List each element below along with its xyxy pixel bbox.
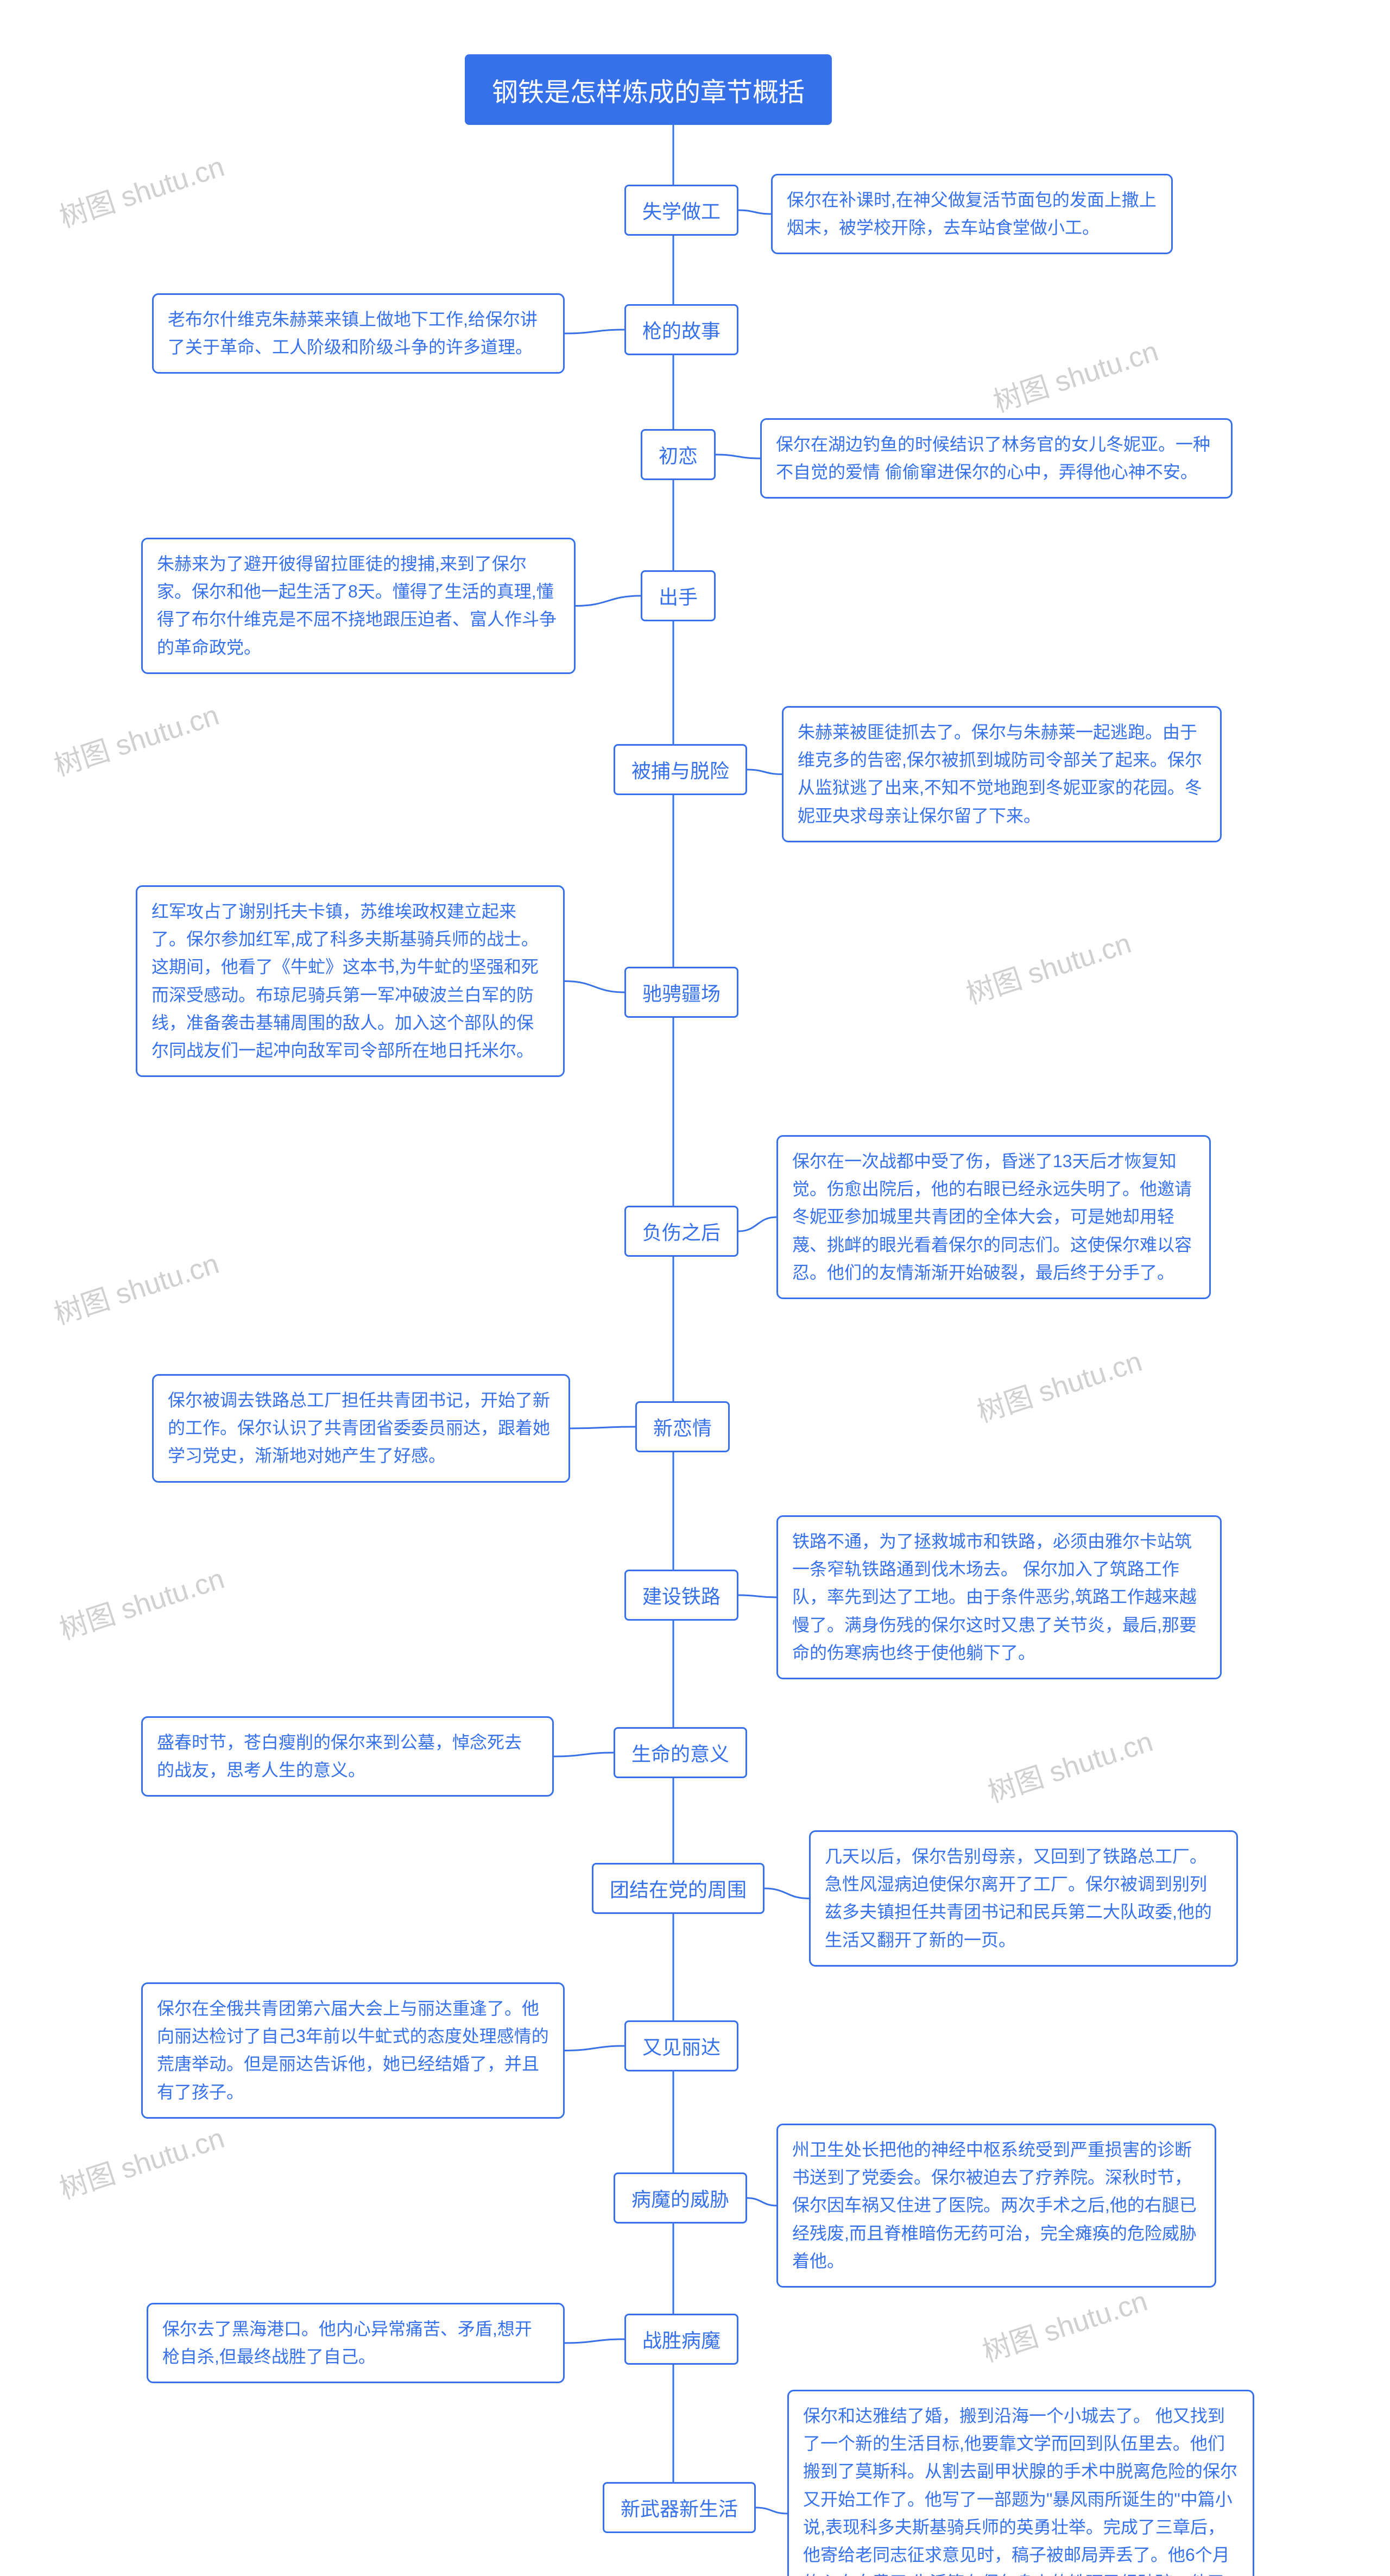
chapter-detail: 朱赫莱被匪徒抓去了。保尔与朱赫莱一起逃跑。由于维克多的告密,保尔被抓到城防司令部… — [782, 706, 1222, 842]
watermark: 树图 shutu.cn — [960, 920, 1135, 1012]
chapter-detail: 保尔在一次战都中受了伤，昏迷了13天后才恢复知觉。伤愈出院后，他的右眼已经永远失… — [776, 1135, 1211, 1299]
chapter-label: 团结在党的周围 — [592, 1863, 764, 1914]
watermark: 树图 shutu.cn — [971, 1338, 1146, 1430]
chapter-label: 又见丽达 — [624, 2020, 738, 2071]
chapter-label: 新恋情 — [635, 1401, 730, 1452]
diagram-title: 钢铁是怎样炼成的章节概括 — [465, 54, 832, 125]
chapter-label: 枪的故事 — [624, 304, 738, 355]
watermark: 树图 shutu.cn — [53, 1555, 229, 1647]
chapter-detail: 保尔在全俄共青团第六届大会上与丽达重逢了。他向丽达检讨了自己3年前以牛虻式的态度… — [141, 1982, 565, 2119]
chapter-label: 失学做工 — [624, 185, 738, 236]
watermark: 树图 shutu.cn — [53, 143, 229, 235]
chapter-detail: 保尔去了黑海港口。他内心异常痛苦、矛盾,想开枪自杀,但最终战胜了自己。 — [147, 2303, 565, 2383]
chapter-label: 初恋 — [641, 429, 716, 480]
chapter-detail: 朱赫来为了避开彼得留拉匪徒的搜捕,来到了保尔家。保尔和他一起生活了8天。懂得了生… — [141, 538, 576, 674]
chapter-detail: 盛春时节，苍白瘦削的保尔来到公墓，悼念死去的战友，思考人生的意义。 — [141, 1716, 554, 1797]
chapter-detail: 保尔和达雅结了婚，搬到沿海一个小城去了。 他又找到了一个新的生活目标,他要靠文学… — [787, 2390, 1254, 2576]
watermark: 树图 shutu.cn — [48, 1240, 223, 1332]
chapter-label: 病魔的威胁 — [614, 2172, 747, 2224]
chapter-detail: 铁路不通，为了拯救城市和铁路，必须由雅尔卡站筑一条窄轨铁路通到伐木场去。 保尔加… — [776, 1515, 1222, 1679]
watermark: 树图 shutu.cn — [982, 1718, 1157, 1810]
watermark: 树图 shutu.cn — [53, 2115, 229, 2207]
chapter-detail: 老布尔什维克朱赫莱来镇上做地下工作,给保尔讲了关于革命、工人阶级和阶级斗争的许多… — [152, 293, 565, 374]
chapter-detail: 保尔在补课时,在神父做复活节面包的发面上撒上烟末，被学校开除，去车站食堂做小工。 — [771, 174, 1173, 254]
chapter-detail: 红军攻占了谢别托夫卡镇，苏维埃政权建立起来了。保尔参加红军,成了科多夫斯基骑兵师… — [136, 885, 565, 1077]
watermark: 树图 shutu.cn — [976, 2278, 1152, 2370]
diagram-canvas: 钢铁是怎样炼成的章节概括 失学做工保尔在补课时,在神父做复活节面包的发面上撒上烟… — [0, 0, 1390, 2576]
chapter-detail: 保尔被调去铁路总工厂担任共青团书记，开始了新的工作。保尔认识了共青团省委委员丽达… — [152, 1374, 570, 1483]
chapter-label: 战胜病魔 — [624, 2314, 738, 2365]
chapter-label: 驰骋疆场 — [624, 967, 738, 1018]
watermark: 树图 shutu.cn — [48, 692, 223, 784]
chapter-detail: 几天以后，保尔告别母亲，又回到了铁路总工厂。急性风湿病迫使保尔离开了工厂。保尔被… — [809, 1830, 1238, 1967]
chapter-label: 新武器新生活 — [603, 2482, 756, 2533]
chapter-label: 被捕与脱险 — [614, 744, 747, 795]
chapter-detail: 州卫生处长把他的神经中枢系统受到严重损害的诊断书送到了党委会。保尔被迫去了疗养院… — [776, 2124, 1216, 2288]
chapter-label: 生命的意义 — [614, 1727, 747, 1778]
chapter-label: 负伤之后 — [624, 1206, 738, 1257]
chapter-detail: 保尔在湖边钓鱼的时候结识了林务官的女儿冬妮亚。一种不自觉的爱情 偷偷窜进保尔的心… — [760, 418, 1233, 499]
watermark: 树图 shutu.cn — [987, 328, 1162, 420]
chapter-label: 出手 — [641, 570, 716, 621]
chapter-label: 建设铁路 — [624, 1570, 738, 1621]
